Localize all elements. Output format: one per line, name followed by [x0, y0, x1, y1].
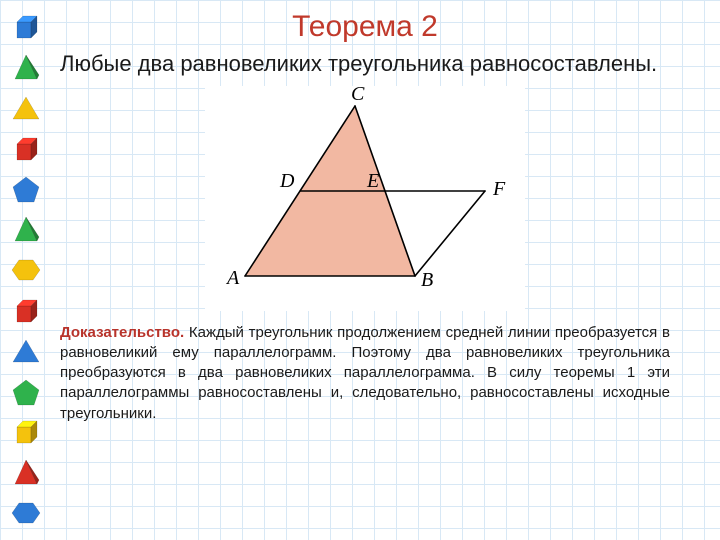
svg-text:B: B — [421, 269, 433, 291]
theorem-title: Теорема 2 — [60, 10, 670, 44]
svg-text:D: D — [279, 170, 295, 192]
slide-content: Теорема 2 Любые два равновеликих треугол… — [0, 0, 720, 540]
svg-text:E: E — [366, 170, 379, 192]
svg-text:C: C — [351, 86, 365, 105]
theorem-statement: Любые два равновеликих треугольника равн… — [60, 50, 670, 78]
theorem-proof: Доказательство. Каждый треугольник продо… — [60, 323, 670, 424]
svg-text:F: F — [492, 178, 506, 200]
geometry-diagram: A B C D E F — [205, 86, 525, 311]
proof-label: Доказательство. — [60, 324, 184, 341]
svg-text:A: A — [225, 267, 240, 289]
